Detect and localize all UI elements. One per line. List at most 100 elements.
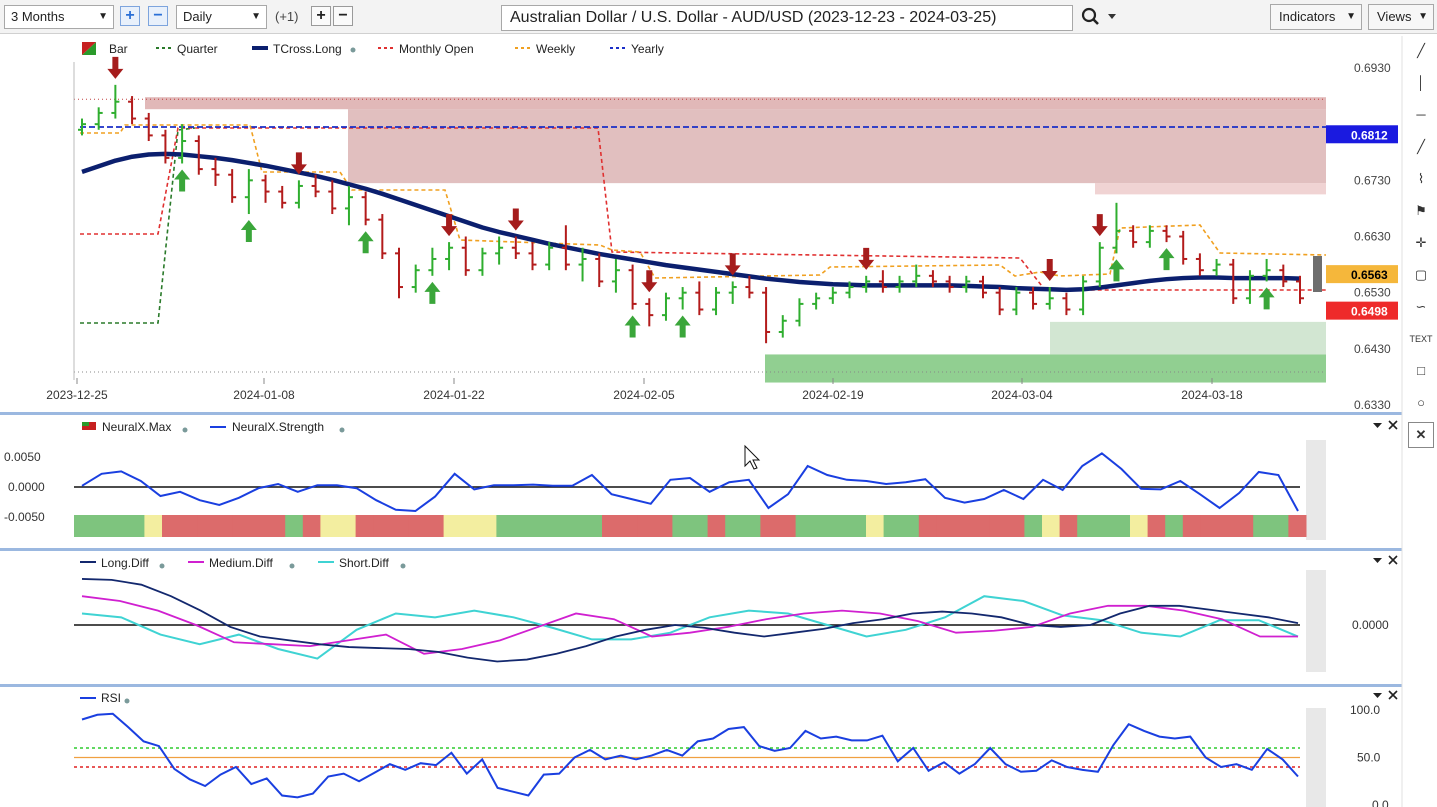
- price-bar[interactable]: [778, 315, 787, 338]
- price-bar[interactable]: [161, 129, 170, 164]
- panel-close-icon[interactable]: [1388, 555, 1398, 565]
- legend-settings-dot[interactable]: [289, 563, 295, 569]
- price-bar[interactable]: [511, 236, 520, 259]
- panel-menu-icon[interactable]: [1373, 558, 1382, 563]
- price-bar[interactable]: [144, 112, 153, 142]
- price-bar[interactable]: [1212, 258, 1221, 276]
- price-bar[interactable]: [945, 275, 954, 293]
- price-bar[interactable]: [294, 180, 303, 209]
- price-bar[interactable]: [762, 287, 771, 344]
- price-bar[interactable]: [645, 298, 654, 327]
- price-bar[interactable]: [1045, 287, 1054, 310]
- price-bar[interactable]: [228, 169, 237, 203]
- price-bar[interactable]: [428, 247, 437, 276]
- price-bar[interactable]: [178, 124, 187, 164]
- offset-plus-button[interactable]: +: [311, 6, 331, 26]
- panel-menu-icon[interactable]: [1373, 423, 1382, 428]
- price-bar[interactable]: [1162, 225, 1171, 243]
- line-tool-icon[interactable]: ╱: [1417, 43, 1425, 58]
- price-bar[interactable]: [712, 287, 721, 316]
- price-bar[interactable]: [995, 287, 1004, 316]
- price-bar[interactable]: [478, 247, 487, 276]
- price-bar[interactable]: [862, 275, 871, 293]
- price-bar[interactable]: [1012, 287, 1021, 316]
- symbol-title-field[interactable]: Australian Dollar / U.S. Dollar - AUD/US…: [501, 5, 1073, 31]
- price-bar[interactable]: [1279, 264, 1288, 288]
- panel-separator[interactable]: [0, 412, 1402, 415]
- views-button[interactable]: Views ▼: [1368, 4, 1434, 30]
- legend-settings-dot[interactable]: [182, 427, 188, 433]
- price-bar[interactable]: [1195, 253, 1204, 276]
- curve-icon[interactable]: ∽: [1415, 299, 1427, 314]
- price-bar[interactable]: [611, 258, 620, 293]
- horizontal-line-icon[interactable]: ─: [1416, 107, 1426, 122]
- price-bar[interactable]: [1129, 225, 1138, 248]
- price-bar[interactable]: [361, 191, 370, 226]
- price-bar[interactable]: [745, 275, 754, 299]
- price-bar[interactable]: [78, 118, 86, 136]
- rectangle-icon[interactable]: □: [1417, 363, 1425, 378]
- price-bar[interactable]: [445, 242, 454, 271]
- price-bar[interactable]: [128, 96, 137, 125]
- price-bar[interactable]: [895, 275, 904, 293]
- price-bar[interactable]: [962, 275, 971, 293]
- indicators-button[interactable]: Indicators ▼: [1270, 4, 1362, 30]
- price-bar[interactable]: [261, 174, 270, 203]
- price-bar[interactable]: [111, 84, 120, 119]
- price-bar[interactable]: [211, 157, 220, 186]
- price-bar[interactable]: [1262, 258, 1271, 282]
- panel-close-icon[interactable]: [1388, 690, 1398, 700]
- offset-minus-button[interactable]: −: [333, 6, 353, 26]
- price-bar[interactable]: [728, 281, 737, 304]
- price-bar[interactable]: [495, 236, 504, 265]
- price-bar[interactable]: [561, 225, 570, 271]
- legend-settings-dot[interactable]: [339, 427, 345, 433]
- price-bar[interactable]: [528, 242, 537, 271]
- search-button[interactable]: [1080, 5, 1118, 29]
- note-icon[interactable]: ▢: [1414, 267, 1428, 282]
- price-bar[interactable]: [678, 287, 687, 310]
- legend-settings-dot[interactable]: [159, 563, 165, 569]
- legend-settings-dot[interactable]: [350, 47, 356, 53]
- price-bar[interactable]: [978, 275, 987, 299]
- price-bar[interactable]: [1112, 202, 1121, 254]
- price-bar[interactable]: [1062, 292, 1071, 316]
- price-bar[interactable]: [928, 270, 937, 288]
- panel-separator[interactable]: [0, 548, 1402, 551]
- price-bar[interactable]: [595, 253, 604, 288]
- price-bar[interactable]: [94, 107, 103, 130]
- fib-icon[interactable]: ⌇: [1417, 171, 1425, 186]
- ray-icon[interactable]: ╱: [1417, 139, 1425, 154]
- panel-menu-icon[interactable]: [1373, 693, 1382, 698]
- price-bar[interactable]: [628, 264, 637, 310]
- legend-settings-dot[interactable]: [400, 563, 406, 569]
- vertical-line-icon[interactable]: │: [1416, 75, 1426, 90]
- price-bar[interactable]: [828, 287, 837, 304]
- zoom-in-button[interactable]: +: [120, 6, 140, 26]
- price-bar[interactable]: [461, 236, 470, 276]
- price-bar[interactable]: [328, 180, 337, 215]
- price-bar[interactable]: [194, 135, 203, 175]
- period-select[interactable]: 3 Months ▼: [4, 5, 114, 29]
- price-bar[interactable]: [1229, 258, 1238, 304]
- price-bar[interactable]: [411, 264, 420, 293]
- price-bar[interactable]: [1245, 270, 1254, 304]
- marker-icon[interactable]: ⚑: [1415, 203, 1427, 218]
- price-bar[interactable]: [845, 281, 854, 299]
- price-bar[interactable]: [1296, 275, 1304, 304]
- ellipse-icon[interactable]: ○: [1417, 395, 1425, 410]
- price-bar[interactable]: [695, 281, 704, 316]
- price-bar[interactable]: [1095, 242, 1104, 288]
- price-bar[interactable]: [1079, 275, 1088, 316]
- price-bar[interactable]: [1145, 225, 1154, 248]
- price-bar[interactable]: [344, 185, 353, 226]
- price-bar[interactable]: [1029, 287, 1038, 310]
- price-bar[interactable]: [1179, 230, 1188, 265]
- price-bar[interactable]: [244, 169, 253, 215]
- interval-select[interactable]: Daily ▼: [176, 5, 267, 29]
- crosshair-icon[interactable]: ✛: [1415, 235, 1427, 250]
- panel-separator[interactable]: [0, 684, 1402, 687]
- price-bar[interactable]: [661, 292, 670, 321]
- panel-close-icon[interactable]: [1388, 420, 1398, 430]
- price-bar[interactable]: [578, 247, 587, 282]
